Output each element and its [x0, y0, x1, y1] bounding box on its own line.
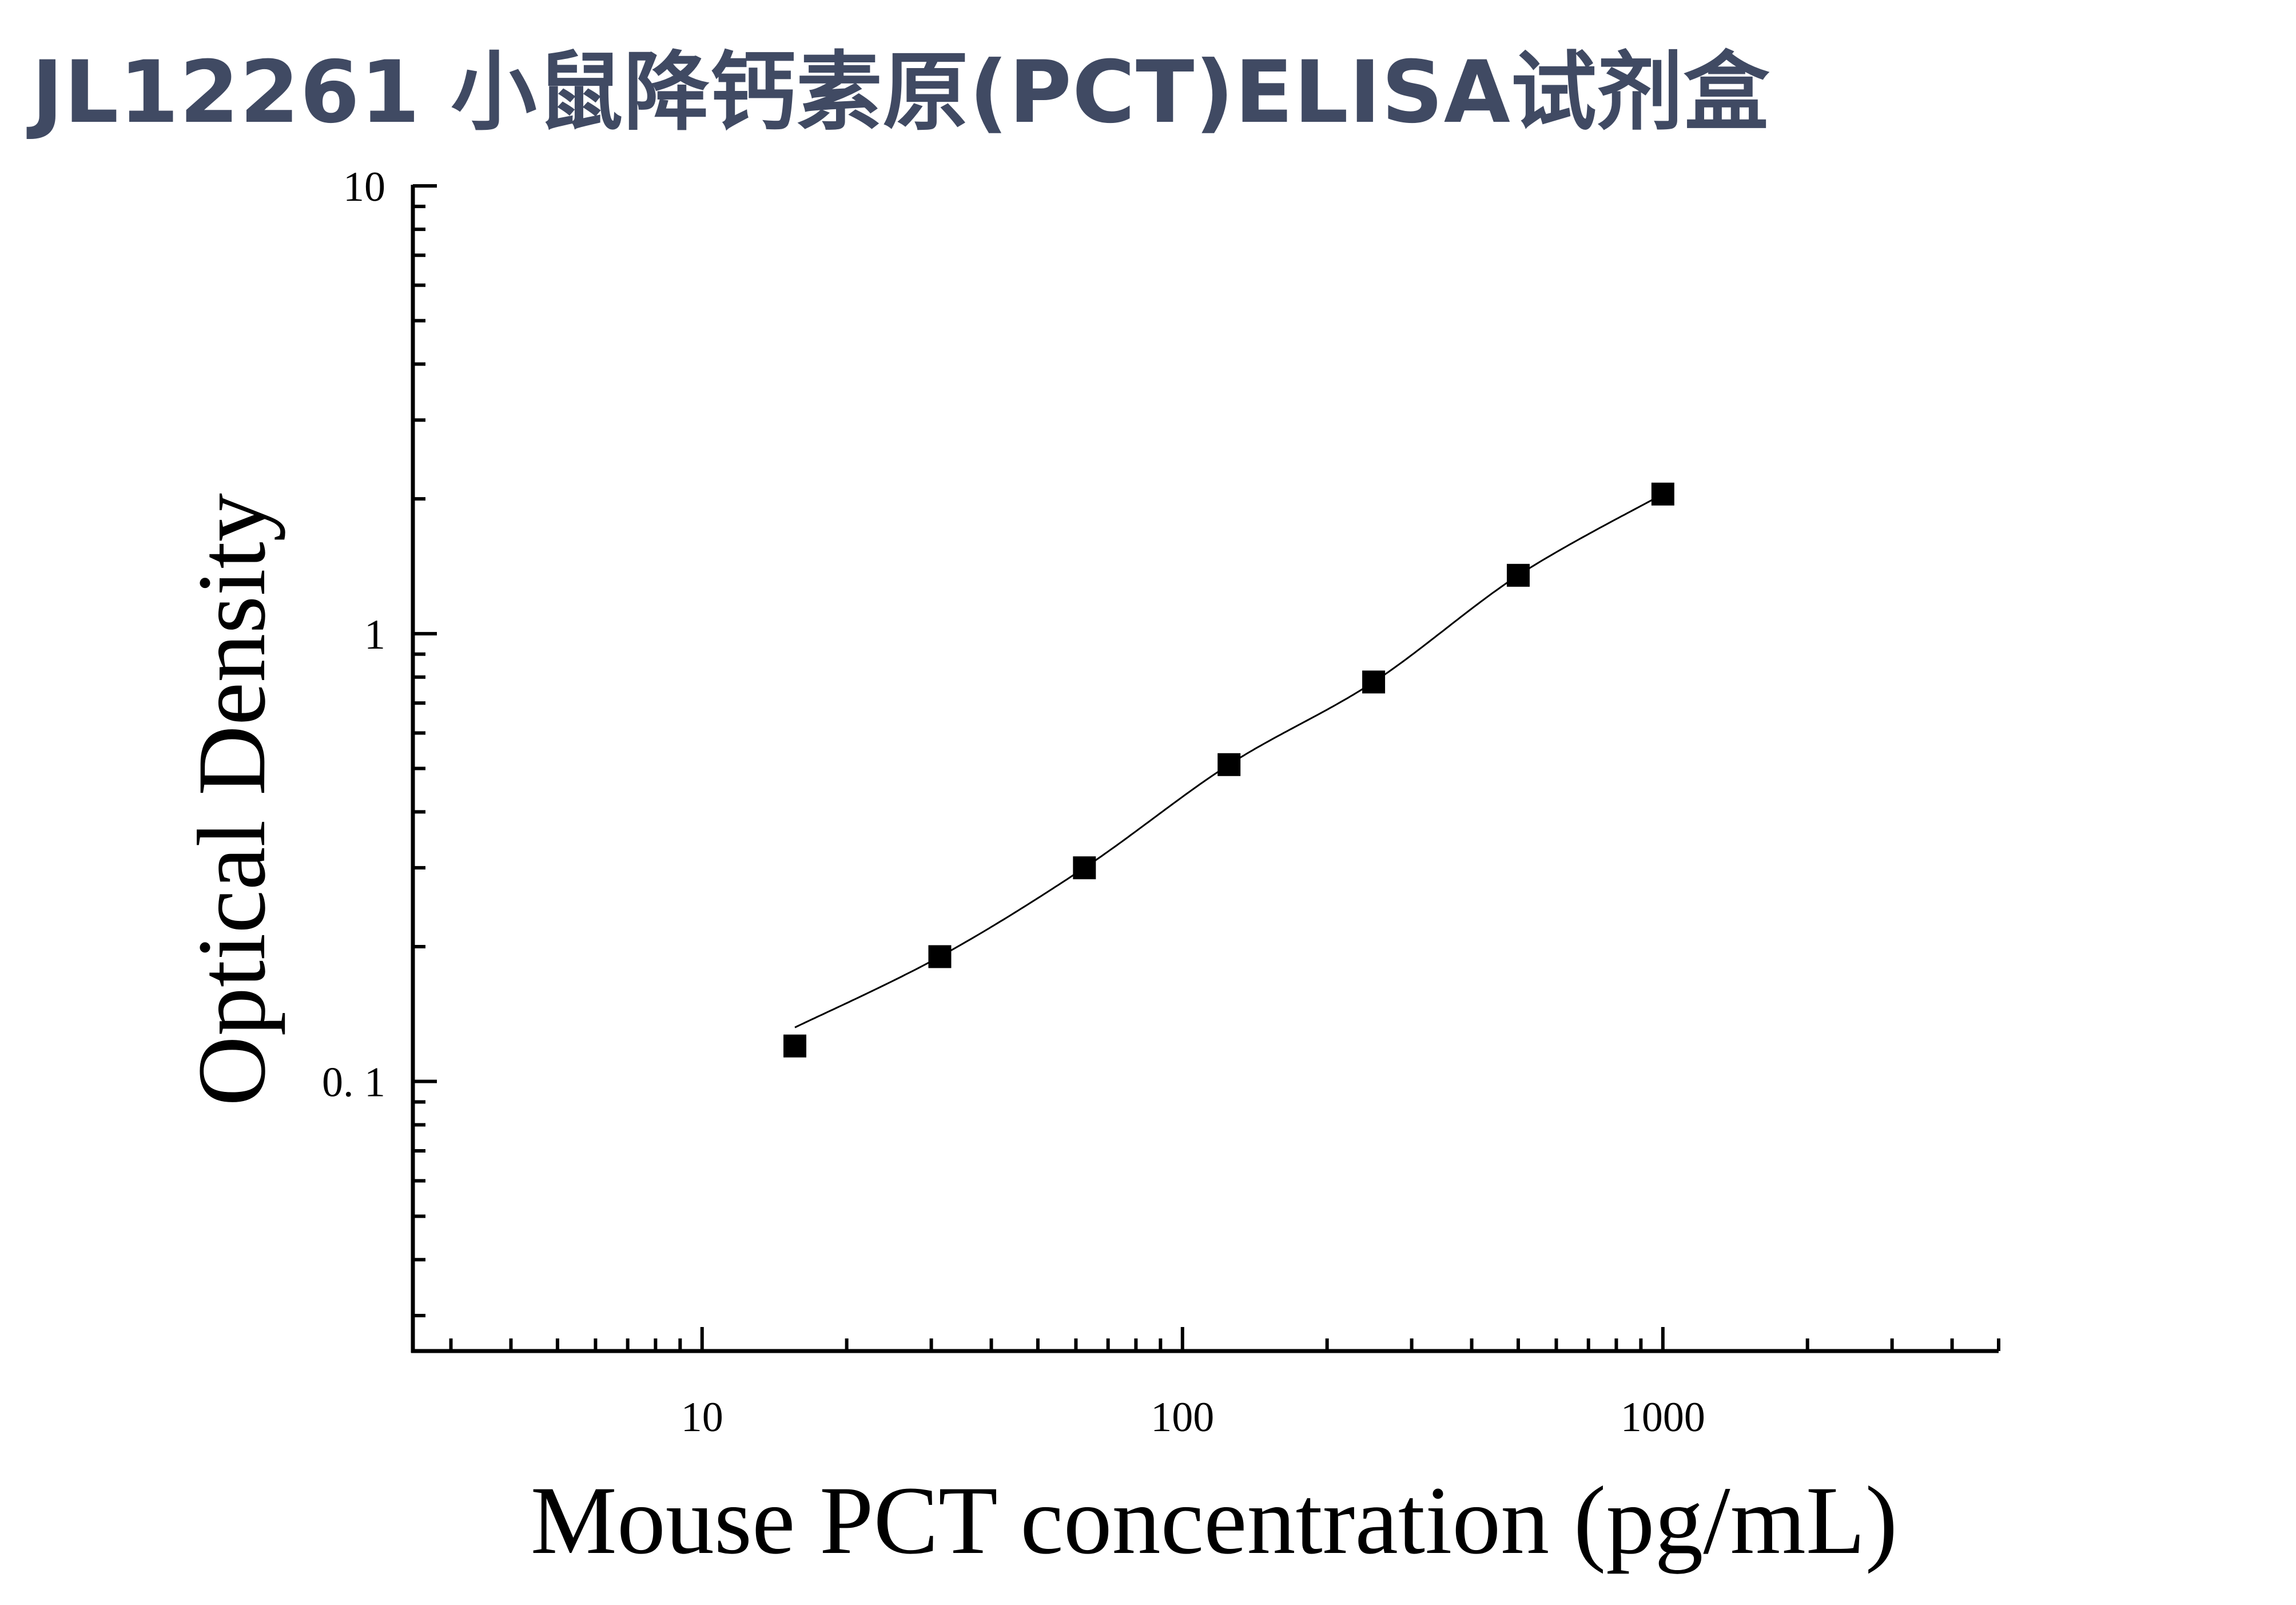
axes — [411, 185, 1999, 1353]
page-title: JL12261 小鼠降钙素原(PCT)ELISA试剂盒 — [31, 43, 1770, 142]
y-tick-label: 1 — [364, 611, 385, 658]
x-tick-label: 1000 — [1621, 1394, 1705, 1441]
x-tick-label: 100 — [1151, 1394, 1214, 1441]
data-point — [1362, 670, 1386, 694]
data-point — [928, 945, 952, 968]
y-tick-label: 0. 1 — [322, 1059, 385, 1106]
x-tick-label: 10 — [681, 1394, 723, 1441]
x-axis-label: Mouse PCT concentration (pg/mL) — [531, 1467, 1898, 1574]
data-point — [1217, 753, 1241, 776]
data-point — [783, 1034, 806, 1058]
y-tick-label: 10 — [343, 164, 385, 210]
y-axis-label: Optical Density — [178, 493, 285, 1106]
data-point — [1506, 563, 1530, 587]
data-points — [783, 482, 1674, 1058]
data-point — [1651, 482, 1674, 506]
ticks: 10 100 1000 0. 1 1 10 — [322, 164, 2000, 1441]
data-point — [1073, 856, 1096, 880]
